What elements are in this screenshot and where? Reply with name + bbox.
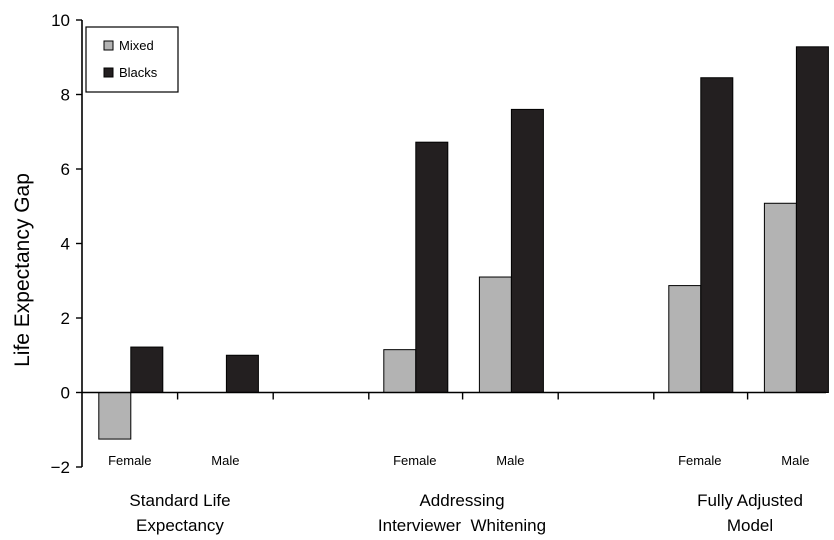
x-group-labels: Standard Life Expectancy Addressing Intervi…	[129, 491, 802, 535]
bars-layer	[98, 46, 829, 440]
x-group-label: Addressing	[419, 491, 504, 510]
bar-blacks-male	[510, 108, 544, 394]
legend-label-blacks: Blacks	[119, 65, 158, 80]
legend-box	[85, 26, 179, 93]
bar-blacks-female	[415, 141, 449, 393]
bar-blacks-female	[700, 77, 734, 394]
y-tick-label: 8	[61, 86, 70, 105]
y-tick-label: 6	[61, 160, 70, 179]
y-ticks: 10 8 6 4 2 0 −2	[51, 11, 82, 477]
x-ticks	[176, 392, 749, 400]
x-sublabels: Female Male Female Male Female Male	[108, 453, 809, 468]
y-tick-label: −2	[51, 458, 70, 477]
x-sublabel-female: Female	[678, 453, 721, 468]
legend-swatch-mixed	[103, 40, 114, 51]
bar-mixed-male	[478, 276, 512, 393]
x-sublabel-female: Female	[108, 453, 151, 468]
y-tick-label: 2	[61, 309, 70, 328]
y-tick-label: 10	[51, 11, 70, 30]
x-group-label: Interviewer Whitening	[378, 516, 546, 535]
x-sublabel-female: Female	[393, 453, 436, 468]
bar-mixed-female	[98, 392, 132, 440]
bar-blacks-male	[795, 46, 829, 393]
bar-mixed-female	[383, 349, 417, 394]
y-axis-label: Life Expectancy Gap	[11, 173, 34, 367]
bar-mixed-male	[763, 202, 797, 393]
bar-blacks-male	[225, 354, 259, 393]
legend-label-mixed: Mixed	[119, 38, 154, 53]
x-group-label: Fully Adjusted	[697, 491, 803, 510]
x-group-label: Standard Life	[129, 491, 230, 510]
x-sublabel-male: Male	[211, 453, 239, 468]
x-group-label: Expectancy	[136, 516, 224, 535]
y-tick-label: 0	[61, 384, 70, 403]
x-group-label: Model	[727, 516, 773, 535]
legend: Mixed Blacks	[85, 26, 179, 93]
legend-swatch-blacks	[103, 67, 114, 78]
y-tick-label: 4	[61, 235, 70, 254]
x-sublabel-male: Male	[781, 453, 809, 468]
bar-blacks-female	[130, 346, 164, 393]
bar-mixed-female	[668, 285, 702, 393]
x-sublabel-male: Male	[496, 453, 524, 468]
